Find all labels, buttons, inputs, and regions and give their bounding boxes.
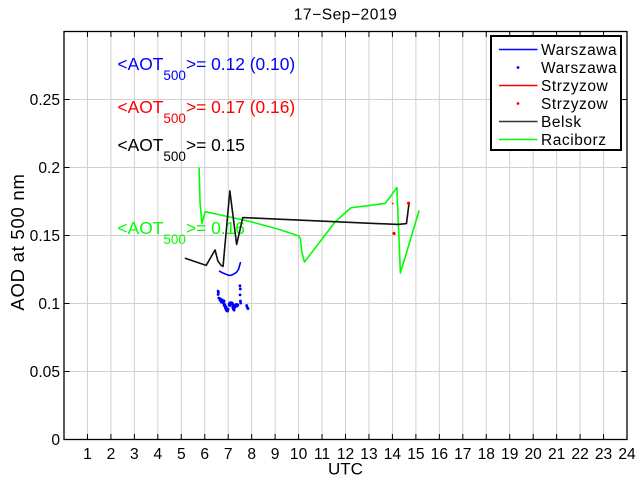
svg-text:21: 21 [548, 446, 565, 463]
svg-text:Raciborz: Raciborz [541, 132, 607, 149]
svg-text:0.2: 0.2 [38, 160, 60, 177]
svg-text:2: 2 [107, 446, 116, 463]
svg-text:0: 0 [51, 432, 60, 449]
svg-text:12: 12 [337, 446, 354, 463]
svg-text:0.15: 0.15 [30, 228, 61, 245]
svg-text:7: 7 [224, 446, 233, 463]
svg-text:4: 4 [153, 446, 162, 463]
svg-text:8: 8 [247, 446, 256, 463]
svg-text:13: 13 [360, 446, 377, 463]
svg-text:18: 18 [478, 446, 495, 463]
svg-text:20: 20 [524, 446, 542, 463]
svg-text:19: 19 [501, 446, 518, 463]
svg-text:1: 1 [83, 446, 92, 463]
svg-text:22: 22 [571, 446, 588, 463]
svg-text:3: 3 [130, 446, 139, 463]
svg-text:17−Sep−2019: 17−Sep−2019 [294, 7, 398, 24]
svg-text:Strzyzow: Strzyzow [541, 78, 609, 95]
svg-text:0.1: 0.1 [38, 296, 60, 313]
svg-text:UTC: UTC [328, 459, 363, 478]
svg-text:0.05: 0.05 [30, 364, 61, 381]
svg-text:Warszawa: Warszawa [541, 60, 617, 77]
svg-text:17: 17 [454, 446, 471, 463]
svg-text:15: 15 [407, 446, 425, 463]
svg-text:Warszawa: Warszawa [541, 42, 617, 59]
svg-text:0.25: 0.25 [30, 92, 61, 109]
svg-text:Belsk: Belsk [541, 114, 582, 131]
svg-text:5: 5 [177, 446, 186, 463]
svg-text:10: 10 [290, 446, 308, 463]
svg-text:16: 16 [431, 446, 448, 463]
svg-text:Strzyzow: Strzyzow [541, 96, 609, 113]
svg-text:14: 14 [384, 446, 402, 463]
svg-text:9: 9 [271, 446, 280, 463]
svg-text:24: 24 [618, 446, 636, 463]
svg-text:11: 11 [314, 446, 330, 463]
svg-text:AOD at 500 nm: AOD at 500 nm [7, 173, 28, 310]
svg-text:6: 6 [200, 446, 209, 463]
svg-text:23: 23 [595, 446, 612, 463]
